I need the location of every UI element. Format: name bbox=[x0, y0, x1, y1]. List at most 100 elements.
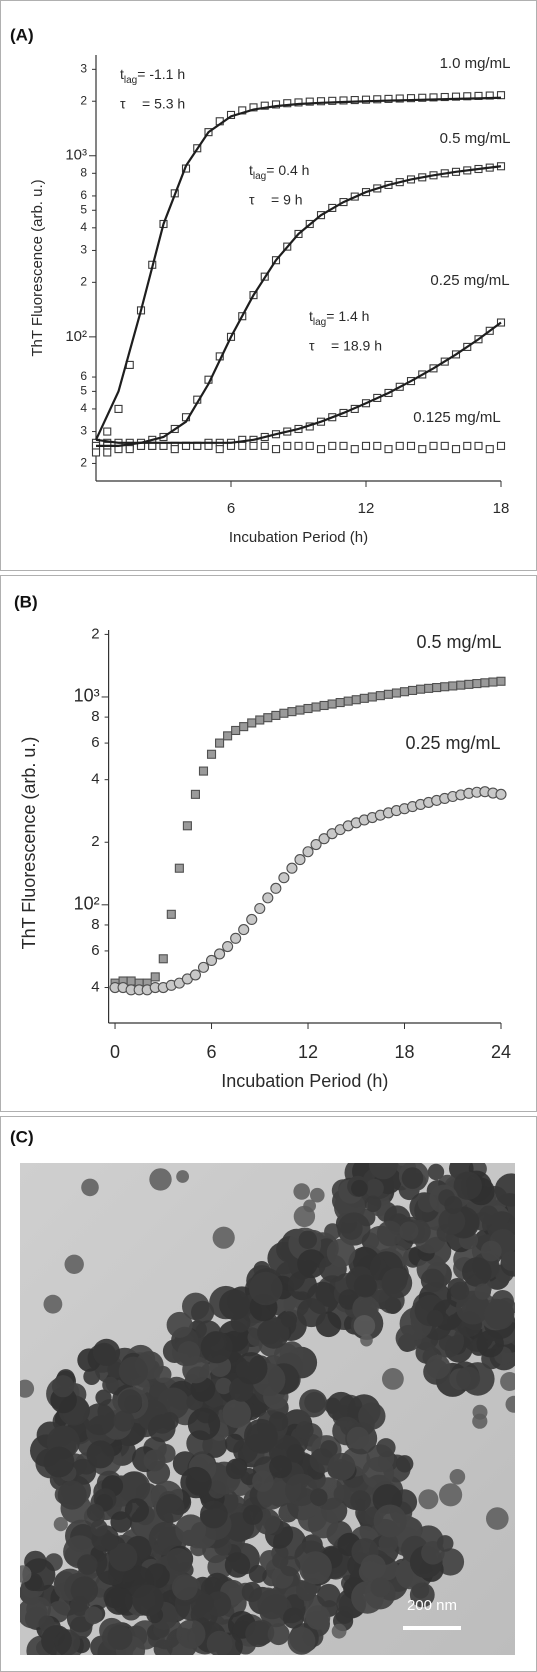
y-tick-label: 3 bbox=[80, 243, 87, 257]
particle bbox=[285, 1473, 318, 1507]
data-point bbox=[278, 872, 290, 884]
data-point bbox=[440, 682, 450, 692]
particle bbox=[155, 1494, 185, 1523]
y-axis-label: ThT Fluorescence (arb. u.) bbox=[29, 179, 46, 356]
data-point bbox=[429, 441, 438, 450]
data-point bbox=[464, 679, 474, 689]
particle bbox=[298, 1551, 332, 1585]
annotation-subscript: lag bbox=[313, 317, 326, 328]
particle bbox=[252, 1470, 274, 1492]
data-point bbox=[303, 703, 313, 714]
particle bbox=[118, 1356, 148, 1386]
particle bbox=[208, 1480, 227, 1499]
data-point bbox=[495, 788, 507, 800]
y-tick-label: 6 bbox=[91, 942, 99, 959]
particle bbox=[353, 1315, 376, 1337]
particle bbox=[298, 1230, 317, 1250]
annotation-text: = -1.1 h bbox=[137, 66, 185, 82]
particle bbox=[427, 1163, 445, 1181]
data-point bbox=[260, 101, 269, 110]
particle bbox=[110, 1511, 132, 1533]
data-point bbox=[270, 882, 282, 894]
y-tick-label: 2 bbox=[91, 625, 99, 642]
panel-frame bbox=[0, 575, 537, 1112]
data-point bbox=[474, 441, 483, 450]
x-tick-label: 6 bbox=[227, 500, 235, 517]
y-tick-label: 2 bbox=[80, 275, 87, 289]
annotation: tlag= 1.4 h bbox=[309, 308, 369, 328]
particle bbox=[92, 1338, 121, 1366]
particle bbox=[164, 1548, 193, 1576]
y-tick-label: 8 bbox=[91, 916, 99, 933]
particle bbox=[180, 1466, 212, 1499]
data-point bbox=[206, 749, 217, 759]
annotation-text: = 5.3 h bbox=[142, 96, 185, 112]
data-point bbox=[456, 680, 466, 690]
data-point bbox=[316, 97, 326, 106]
data-point bbox=[295, 705, 305, 715]
data-point bbox=[263, 713, 273, 723]
y-axis-label: ThT Fluorescence (arb. u.) bbox=[19, 737, 39, 950]
particle bbox=[279, 1555, 301, 1577]
particle bbox=[352, 1295, 379, 1322]
annotation-text: = 9 h bbox=[271, 192, 303, 208]
particle bbox=[376, 1438, 396, 1458]
particle bbox=[401, 1167, 424, 1189]
particle bbox=[320, 1440, 338, 1458]
particle bbox=[439, 1483, 463, 1507]
data-point bbox=[262, 892, 274, 904]
particle bbox=[462, 1257, 492, 1287]
annotation: tlag= -1.1 h bbox=[120, 66, 185, 86]
data-point bbox=[271, 710, 281, 720]
particle bbox=[418, 1489, 439, 1510]
annotation-symbol: τ bbox=[120, 96, 126, 112]
data-point bbox=[343, 696, 353, 706]
data-point bbox=[215, 738, 225, 748]
data-point bbox=[103, 448, 112, 457]
data-point bbox=[249, 441, 258, 450]
particle bbox=[382, 1368, 404, 1390]
particle bbox=[206, 1630, 233, 1655]
data-point bbox=[451, 92, 461, 101]
data-point bbox=[247, 718, 257, 728]
particle bbox=[376, 1220, 403, 1247]
particle bbox=[480, 1240, 502, 1262]
particle bbox=[381, 1267, 413, 1299]
data-point bbox=[384, 445, 393, 454]
data-point bbox=[416, 684, 426, 694]
data-point bbox=[238, 924, 250, 936]
panel-label: (C) bbox=[10, 1127, 34, 1146]
particle bbox=[278, 1502, 299, 1523]
y-tick-label: 3 bbox=[80, 62, 87, 76]
series-label: 0.125 mg/mL bbox=[413, 409, 501, 426]
y-tick-label: 10³ bbox=[74, 686, 100, 706]
data-point bbox=[215, 445, 224, 454]
annotation-symbol: τ bbox=[309, 338, 315, 354]
y-tick-label: 3 bbox=[80, 424, 87, 438]
data-point bbox=[150, 972, 160, 982]
particle bbox=[494, 1173, 515, 1207]
annotation-symbol: t bbox=[120, 66, 124, 82]
data-point bbox=[231, 725, 241, 736]
data-point bbox=[271, 445, 281, 454]
data-point bbox=[451, 445, 461, 454]
data-point bbox=[182, 821, 192, 831]
particle bbox=[20, 1565, 32, 1583]
particle bbox=[117, 1389, 143, 1414]
particle bbox=[505, 1395, 515, 1413]
particle bbox=[350, 1490, 371, 1511]
data-point bbox=[114, 404, 123, 413]
data-point bbox=[367, 692, 377, 702]
particle bbox=[453, 1171, 482, 1200]
data-point bbox=[496, 676, 506, 686]
particle bbox=[287, 1627, 316, 1655]
data-point bbox=[125, 445, 134, 454]
data-point bbox=[432, 683, 442, 693]
fit-line bbox=[95, 96, 502, 441]
x-axis-label: Incubation Period (h) bbox=[221, 1071, 388, 1091]
data-point bbox=[198, 766, 209, 776]
y-tick-label: 10³ bbox=[65, 147, 87, 164]
particle bbox=[478, 1205, 499, 1226]
data-point bbox=[391, 688, 402, 698]
y-tick-label: 4 bbox=[80, 401, 87, 415]
